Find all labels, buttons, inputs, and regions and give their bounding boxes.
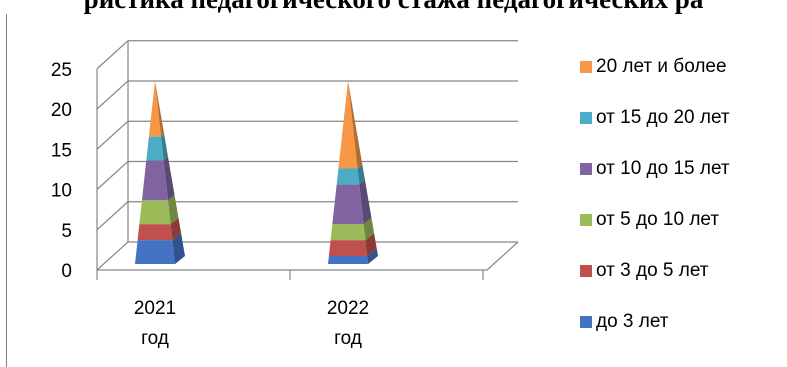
pyramid-segment-от 5 до 10 лет (330, 217, 375, 241)
legend-label: от 10 до 15 лет (596, 158, 730, 179)
legend-swatch (580, 163, 592, 175)
gridlines (96, 40, 518, 271)
legend-swatch (580, 265, 592, 277)
pyramid-segment-front (146, 136, 164, 161)
y-tick-label: 0 (61, 261, 72, 282)
pyramid-segment-front (139, 200, 171, 225)
pyramid-segment-side (359, 179, 372, 225)
pyramid-segment-side (348, 80, 363, 169)
x-axis-categories: 2021 год 2022 год (134, 298, 369, 349)
pyramid-segment-от 3 до 5 лет (137, 217, 182, 241)
x-category-label: 2022 год (327, 298, 369, 349)
y-tick-label: 5 (61, 221, 72, 242)
pyramid-segment-от 10 до 15 лет (332, 179, 372, 225)
y-tick-label: 25 (51, 60, 72, 81)
legend-label: от 3 до 5 лет (596, 260, 709, 281)
legend-label: до 3 лет (596, 311, 669, 332)
pyramid-segment-от 3 до 5 лет (328, 233, 377, 257)
gridline-side (96, 80, 129, 110)
pyramid-segment-20 лет и более (148, 80, 165, 137)
gridline-side (96, 40, 129, 70)
chart-title: ристика педагогического стажа педагогиче… (0, 0, 787, 14)
pyramid-segment-до 3 лет (328, 248, 378, 264)
y-tick-label: 20 (51, 100, 72, 121)
legend-label: от 5 до 10 лет (596, 209, 720, 230)
legend-label: от 15 до 20 лет (596, 107, 730, 128)
pyramid-bars (135, 80, 378, 264)
pyramid-segment-front (148, 80, 162, 137)
pyramid-segment-до 3 лет (135, 233, 185, 264)
pyramid-segment-от 15 до 20 лет (336, 164, 365, 185)
gridline-side (96, 201, 129, 231)
gridline-side (96, 241, 129, 271)
legend-swatch (580, 61, 592, 73)
legend-swatch (580, 316, 592, 328)
pyramid-segment-side (170, 217, 182, 241)
pyramid-segment-front (141, 160, 169, 201)
pyramid-segment-side (172, 233, 185, 264)
axes (96, 40, 519, 280)
pyramid-segment-20 лет и более (338, 80, 363, 169)
pyramid-segment-front (336, 168, 360, 185)
pyramid-segment-front (332, 184, 364, 225)
y-tick-label: 10 (51, 181, 72, 202)
pyramid-segment-от 15 до 20 лет (146, 134, 169, 161)
pyramid-segment-front (137, 224, 173, 241)
floor-edge (486, 241, 519, 271)
pyramid-segment-front (338, 80, 358, 169)
x-category-label: 2021 год (134, 298, 176, 349)
pyramid-segment-side (168, 195, 179, 225)
pyramid-segment-front (328, 240, 368, 257)
legend-swatch (580, 214, 592, 226)
gridline-side (96, 120, 129, 150)
y-tick-label: 15 (51, 140, 72, 161)
legend-label: 20 лет и более (596, 56, 727, 77)
pyramid-segment-от 10 до 15 лет (141, 157, 175, 201)
chart-frame-border (6, 14, 7, 367)
gridline-side (96, 161, 129, 190)
pyramid-segment-side (367, 248, 378, 264)
pyramid-segment-от 5 до 10 лет (139, 195, 179, 225)
pyramid-segment-front (328, 256, 368, 264)
pyramid-segment-side (365, 233, 377, 257)
y-axis-ticks: 0 5 10 15 20 25 (51, 60, 72, 282)
pyramid-segment-side (163, 157, 175, 201)
pyramid-segment-front (135, 240, 175, 264)
pyramid-segment-front (330, 224, 366, 241)
pyramid-segment-side (155, 80, 165, 137)
pyramid-segment-side (161, 134, 169, 161)
legend-swatch (580, 112, 592, 124)
pyramid-segment-side (357, 164, 365, 185)
pyramid-segment-side (363, 217, 375, 241)
